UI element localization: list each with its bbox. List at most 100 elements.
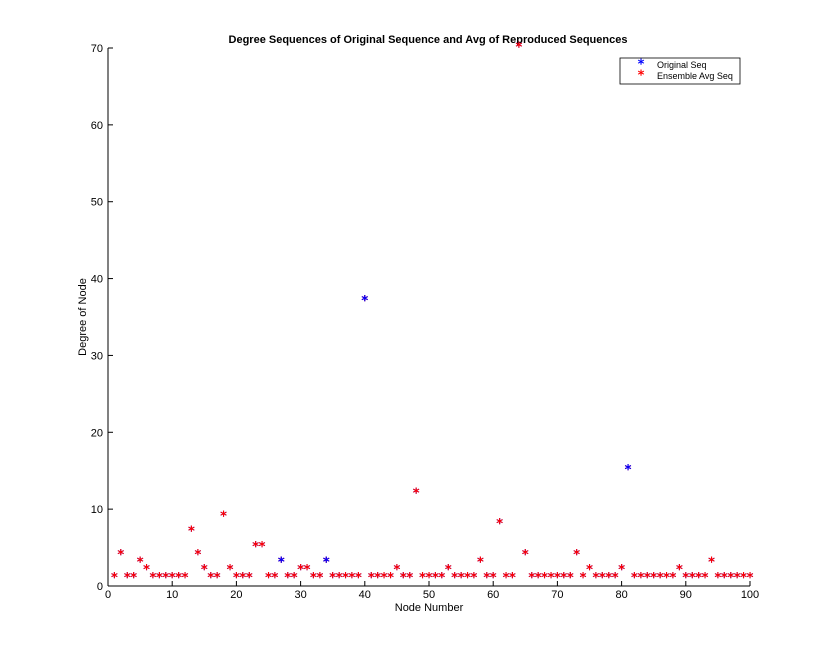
original-seq-point: *: [573, 548, 580, 563]
ensemble-avg-point: *: [477, 555, 484, 570]
ensemble-avg-point: *: [220, 509, 227, 524]
original-seq-point: *: [169, 571, 176, 586]
ensemble-avg-point: *: [124, 571, 131, 586]
legend: * Original Seq * Ensemble Avg Seq: [619, 57, 741, 85]
original-seq-point: *: [150, 571, 157, 586]
ensemble-avg-point: *: [721, 571, 728, 586]
ensemble-avg-point: *: [637, 571, 644, 586]
ensemble-avg-point: *: [702, 571, 709, 586]
ensemble-avg-point: *: [625, 463, 632, 478]
ensemble-avg-point: *: [471, 571, 478, 586]
original-seq-point: *: [207, 571, 214, 586]
y-tick-label: 60: [91, 120, 103, 132]
x-tick-label: 70: [551, 589, 563, 601]
original-seq-point: *: [188, 525, 195, 540]
ensemble-avg-point: *: [361, 294, 368, 309]
original-seq-point: *: [291, 571, 298, 586]
original-seq-point: *: [496, 517, 503, 532]
y-tick-label: 70: [91, 43, 103, 55]
original-seq-point: *: [329, 571, 336, 586]
y-tick-label: 30: [91, 350, 103, 362]
original-seq-point: *: [214, 571, 221, 586]
original-seq-point: *: [156, 571, 163, 586]
ensemble-avg-point: *: [650, 571, 657, 586]
original-seq-point: *: [458, 571, 465, 586]
ensemble-avg-point: *: [657, 571, 664, 586]
ensemble-avg-point: *: [150, 571, 157, 586]
ensemble-avg-point: *: [201, 563, 208, 578]
ensemble-avg-point: *: [239, 571, 246, 586]
ensemble-avg-point: *: [438, 571, 445, 586]
ensemble-avg-point: *: [316, 571, 323, 586]
ensemble-avg-point: *: [503, 571, 510, 586]
ensemble-avg-point: *: [714, 571, 721, 586]
x-tick-label: 60: [487, 589, 499, 601]
legend-marker-ensemble: *: [638, 69, 645, 84]
x-tick-label: 100: [741, 589, 759, 601]
ensemble-avg-point: *: [727, 571, 734, 586]
original-seq-point: *: [426, 571, 433, 586]
legend-box: [619, 57, 741, 85]
ensemble-avg-point: *: [137, 555, 144, 570]
data-marks: *** **** * * * * ***** **** * ** ** *** ** ** *** * * * **…: [111, 41, 754, 586]
original-seq-point: *: [297, 563, 304, 578]
original-seq-point: *: [695, 571, 702, 586]
x-tick-label: 50: [423, 589, 435, 601]
original-seq-point: *: [175, 571, 182, 586]
ensemble-avg-point: *: [169, 571, 176, 586]
ensemble-avg-point: *: [381, 571, 388, 586]
y-tick-label: 20: [91, 427, 103, 439]
original-seq-point: *: [259, 540, 266, 555]
original-seq-point: *: [657, 571, 664, 586]
x-tick-label: 20: [230, 589, 242, 601]
ensemble-avg-point: *: [548, 571, 555, 586]
original-seq-point: *: [451, 571, 458, 586]
original-seq-point: *: [689, 571, 696, 586]
original-seq-point: *: [727, 571, 734, 586]
original-seq-point: *: [239, 571, 246, 586]
original-seq-point: *: [111, 571, 118, 586]
original-seq-point: *: [143, 563, 150, 578]
ensemble-avg-point: *: [323, 555, 330, 570]
original-seq-point: *: [182, 571, 189, 586]
ensemble-avg-point: *: [246, 571, 253, 586]
ensemble-avg-point: *: [708, 555, 715, 570]
ensemble-avg-point: *: [483, 571, 490, 586]
ensemble-avg-point: *: [586, 563, 593, 578]
ensemble-avg-point: *: [419, 571, 426, 586]
y-tick-label: 40: [91, 274, 103, 286]
legend-label-ensemble: Ensemble Avg Seq: [657, 71, 733, 81]
ensemble-avg-point: *: [342, 571, 349, 586]
ensemble-avg-point: *: [618, 563, 625, 578]
ensemble-avg-point: *: [304, 563, 311, 578]
ensemble-avg-point: *: [560, 571, 567, 586]
original-seq-point: *: [368, 571, 375, 586]
y-tick-label: 0: [97, 581, 103, 593]
y-tick-label: 50: [91, 197, 103, 209]
ensemble-avg-point: *: [689, 571, 696, 586]
original-seq-point: *: [227, 563, 234, 578]
original-seq-point: *: [509, 571, 516, 586]
original-seq-point: *: [535, 571, 542, 586]
ensemble-avg-point: *: [374, 571, 381, 586]
ensemble-avg-point: *: [490, 571, 497, 586]
original-seq-point: *: [490, 571, 497, 586]
original-seq-point: *: [734, 571, 741, 586]
ensemble-avg-point: *: [554, 571, 561, 586]
ensemble-avg-point: *: [111, 571, 118, 586]
original-seq-point: *: [406, 571, 413, 586]
ensemble-avg-point: *: [214, 571, 221, 586]
original-seq-point: *: [580, 571, 587, 586]
original-seq-point: *: [246, 571, 253, 586]
ensemble-avg-point: *: [406, 571, 413, 586]
original-seq-point: *: [721, 571, 728, 586]
ensemble-avg-point: *: [599, 571, 606, 586]
ensemble-avg-point: *: [522, 548, 529, 563]
original-seq-point: *: [272, 571, 279, 586]
original-seq-point: *: [708, 555, 715, 570]
original-seq-point: *: [560, 571, 567, 586]
original-seq-point: *: [522, 548, 529, 563]
ensemble-avg-point: *: [541, 571, 548, 586]
ensemble-avg-point: *: [682, 571, 689, 586]
original-seq-point: *: [393, 563, 400, 578]
